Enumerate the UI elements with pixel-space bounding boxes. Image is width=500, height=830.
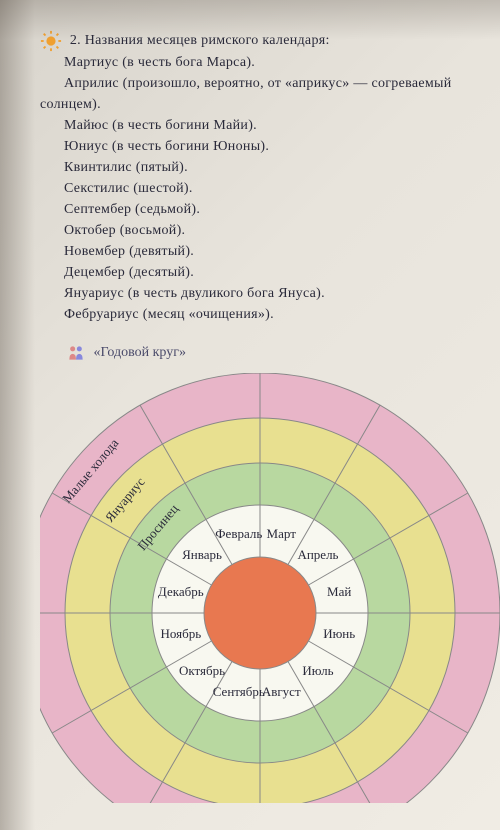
svg-text:Октябрь: Октябрь <box>179 663 225 678</box>
etymology-line: Майюс (в честь богини Майи). <box>40 115 480 136</box>
year-wheel-diagram: МартАпрель Май Июнь ИюльАвгустСентябрь Октяб… <box>40 373 500 803</box>
svg-text:Февраль: Февраль <box>215 526 262 541</box>
year-wheel-svg: МартАпрель Май Июнь ИюльАвгустСентябрь Октяб… <box>40 373 500 803</box>
svg-text:Июнь: Июнь <box>323 626 355 641</box>
people-icon <box>66 343 86 363</box>
etymology-line: Януариус (в честь двуликого бога Януса). <box>40 283 480 304</box>
svg-text:Ноябрь: Ноябрь <box>160 626 201 641</box>
diagram-title-text: «Годовой круг» <box>94 345 186 360</box>
svg-text:Июль: Июль <box>302 663 333 678</box>
svg-text:Сентябрь: Сентябрь <box>213 684 265 699</box>
section-number: 2. <box>70 33 81 48</box>
etymology-line: Октобер (восьмой). <box>40 220 480 241</box>
svg-text:Апрель: Апрель <box>297 547 338 562</box>
etymology-line: Новембер (девятый). <box>40 241 480 262</box>
svg-text:Август: Август <box>262 684 301 699</box>
etymology-line: Фебруариус (месяц «очищения»). <box>40 304 480 325</box>
section-title: Названия месяцев римского календаря: <box>85 33 330 48</box>
etymology-line: Юниус (в честь богини Юноны). <box>40 136 480 157</box>
svg-text:Январь: Январь <box>182 547 222 562</box>
etymology-line: Априлис (произошло, вероятно, от «априку… <box>40 73 480 115</box>
etymology-line: Децембер (десятый). <box>40 262 480 283</box>
etymology-block: 2. Названия месяцев римского календаря: … <box>40 30 480 325</box>
etymology-line: Мартиус (в честь бога Марса). <box>40 52 480 73</box>
sun-icon <box>40 30 62 52</box>
svg-text:Май: Май <box>327 584 351 599</box>
diagram-heading: «Годовой круг» <box>66 343 480 363</box>
etymology-line: Секстилис (шестой). <box>40 178 480 199</box>
etymology-line: Квинтилис (пятый). <box>40 157 480 178</box>
etymology-line: Септембер (седьмой). <box>40 199 480 220</box>
svg-text:Март: Март <box>267 526 297 541</box>
svg-text:Декабрь: Декабрь <box>158 584 204 599</box>
textbook-page: 2. Названия месяцев римского календаря: … <box>0 0 500 823</box>
